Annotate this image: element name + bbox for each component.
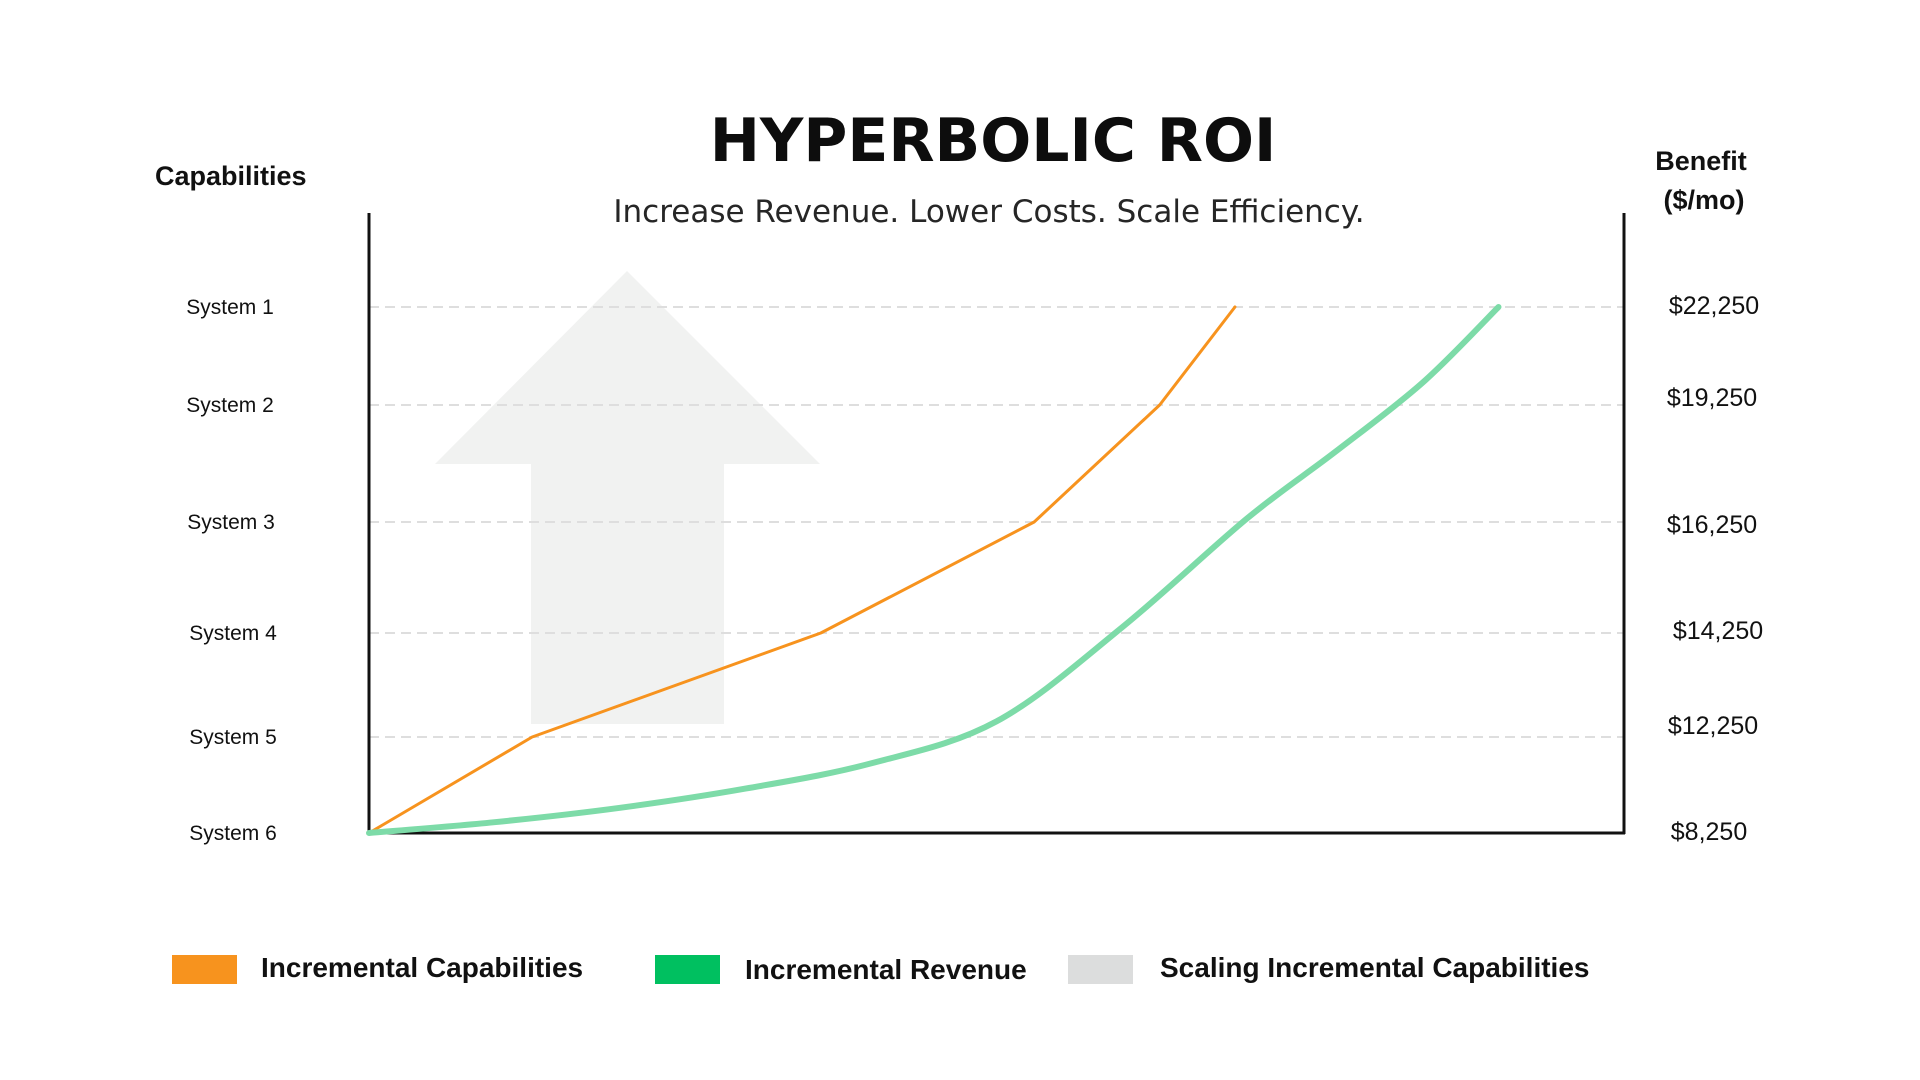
background-layer	[435, 271, 820, 724]
incremental-capabilities-line	[367, 305, 1237, 835]
legend-swatch	[655, 955, 720, 984]
left-tick-label: System 1	[186, 296, 274, 319]
incremental-revenue-line	[366, 304, 1502, 836]
legend-label: Scaling Incremental Capabilities	[1160, 952, 1589, 983]
left-tick-label: System 6	[189, 822, 277, 845]
left-axis-title: Capabilities	[155, 161, 307, 191]
right-axis-title-line1: Benefit	[1655, 146, 1747, 176]
chart-subtitle: Increase Revenue. Lower Costs. Scale Eff…	[613, 194, 1364, 230]
legend: Incremental Capabilities Incremental Reve…	[172, 952, 1589, 985]
axes	[367, 213, 1626, 835]
legend-item: Incremental Capabilities	[172, 952, 583, 984]
right-tick-label: $19,250	[1667, 384, 1757, 412]
left-tick-label: System 4	[189, 622, 277, 645]
left-tick-labels: System 1 System 2 System 3 System 4 System 5…	[186, 296, 277, 845]
chart-title: HYPERBOLIC ROI	[710, 106, 1277, 176]
right-tick-label: $8,250	[1671, 818, 1747, 846]
legend-item: Scaling Incremental Capabilities	[1068, 952, 1589, 984]
gridlines	[369, 306, 1624, 738]
legend-swatch	[1068, 955, 1133, 984]
left-tick-label: System 2	[186, 394, 274, 417]
legend-label: Incremental Revenue	[745, 954, 1027, 985]
right-axis-title-line2: ($/mo)	[1664, 185, 1745, 215]
left-tick-label: System 5	[189, 726, 277, 749]
series-layer	[366, 304, 1502, 836]
right-tick-label: $22,250	[1669, 292, 1759, 320]
left-tick-label: System 3	[187, 511, 275, 534]
legend-label: Incremental Capabilities	[261, 952, 583, 983]
right-tick-label: $16,250	[1667, 511, 1757, 539]
scaling-arrow-shape	[435, 271, 820, 724]
right-tick-label: $14,250	[1673, 617, 1763, 645]
right-tick-label: $12,250	[1668, 712, 1758, 740]
right-tick-labels: $22,250 $19,250 $16,250 $14,250 $12,250 $8,25…	[1667, 292, 1763, 846]
legend-swatch	[172, 955, 237, 984]
legend-item: Incremental Revenue	[655, 954, 1027, 985]
